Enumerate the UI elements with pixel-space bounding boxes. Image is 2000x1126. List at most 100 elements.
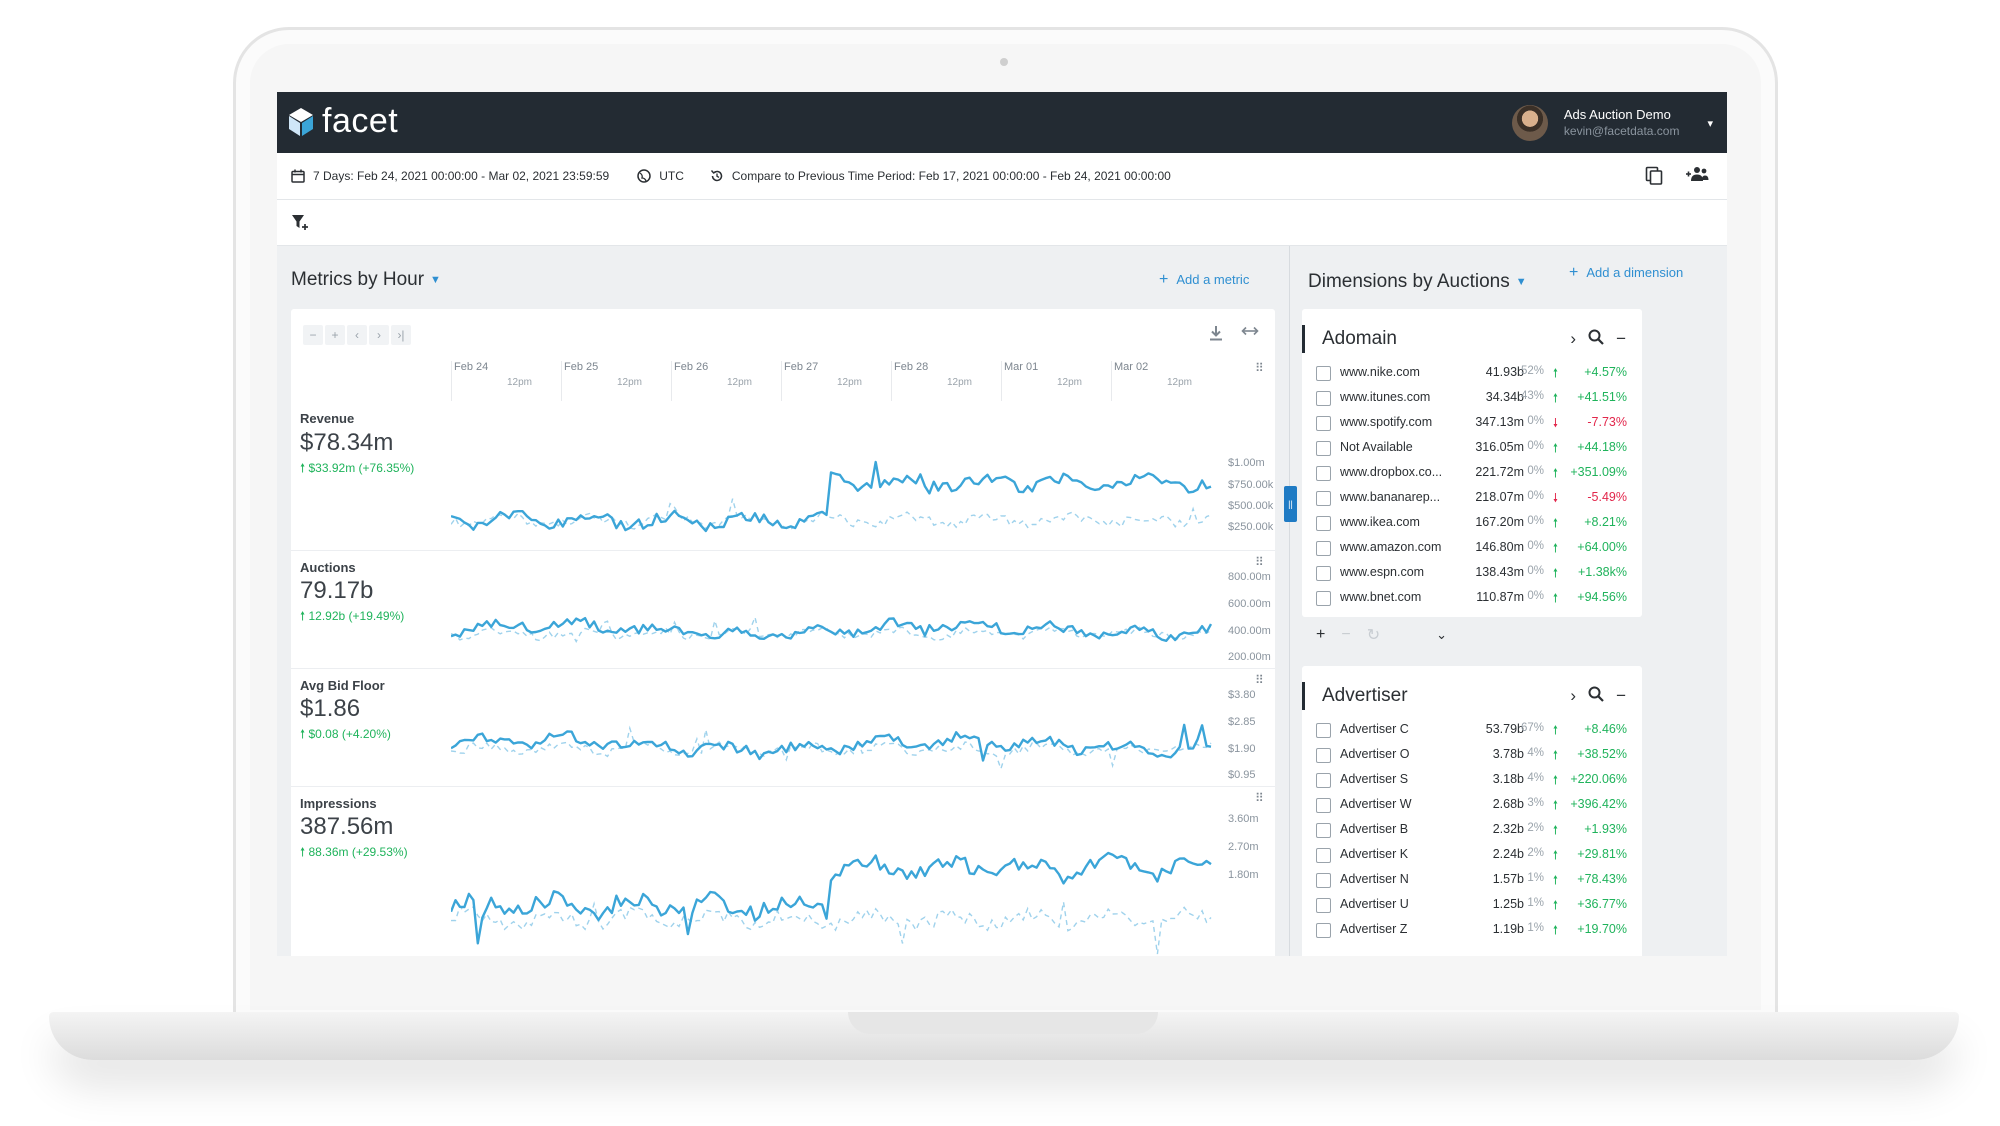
list-item[interactable]: Advertiser S 3.18b 4% 🠕 +220.06% bbox=[1316, 769, 1632, 794]
search-icon[interactable] bbox=[1588, 329, 1604, 345]
plus-icon[interactable]: + bbox=[1316, 626, 1326, 643]
chevron-right-icon[interactable]: › bbox=[1570, 329, 1577, 348]
list-item[interactable]: www.amazon.com 146.80m 0% 🠕 +64.00% bbox=[1316, 537, 1632, 562]
list-item[interactable]: Advertiser B 2.32b 2% 🠕 +1.93% bbox=[1316, 819, 1632, 844]
search-icon[interactable] bbox=[1588, 686, 1604, 702]
compare-picker[interactable]: Compare to Previous Time Period: Feb 17,… bbox=[710, 169, 1171, 183]
dimension-value: 138.43m bbox=[1475, 565, 1524, 579]
date-range-picker[interactable]: 7 Days: Feb 24, 2021 00:00:00 - Mar 02, … bbox=[291, 169, 609, 183]
checkbox[interactable] bbox=[1316, 748, 1331, 763]
panel-divider bbox=[1289, 246, 1290, 956]
checkbox[interactable] bbox=[1316, 848, 1331, 863]
checkbox[interactable] bbox=[1316, 516, 1331, 531]
add-users-icon[interactable] bbox=[1685, 166, 1709, 182]
checkbox[interactable] bbox=[1316, 416, 1331, 431]
caret-down-icon[interactable]: ▼ bbox=[430, 273, 441, 286]
checkbox[interactable] bbox=[1316, 923, 1331, 938]
list-item[interactable]: Not Available 316.05m 0% 🠕 +44.18% bbox=[1316, 437, 1632, 462]
checkbox[interactable] bbox=[1316, 873, 1331, 888]
noon-label: 12pm bbox=[837, 377, 863, 388]
dimension-delta: +1.93% bbox=[1584, 822, 1627, 836]
checkbox[interactable] bbox=[1316, 441, 1331, 456]
filter-add-icon[interactable] bbox=[291, 214, 309, 232]
dimension-title: Adomain bbox=[1322, 328, 1397, 349]
checkbox[interactable] bbox=[1316, 723, 1331, 738]
user-menu[interactable]: Ads Auction Demo kevin@facetdata.com ▾ bbox=[1511, 105, 1713, 141]
dimensions-panel-title[interactable]: Dimensions by Auctions ▼ bbox=[1308, 271, 1527, 293]
chevron-right-icon[interactable]: › bbox=[1570, 686, 1577, 705]
download-icon[interactable] bbox=[1209, 325, 1223, 341]
list-item[interactable]: www.ikea.com 167.20m 0% 🠕 +8.21% bbox=[1316, 512, 1632, 537]
list-item[interactable]: www.bananarep... 218.07m 0% 🠗 -5.49% bbox=[1316, 487, 1632, 512]
pan-right-button[interactable]: › bbox=[369, 325, 389, 345]
metric-row-auctions[interactable]: Auctions 79.17b 🠕 12.92b (+19.49%) 800.0… bbox=[291, 551, 1275, 669]
pan-end-button[interactable]: ›| bbox=[391, 325, 411, 345]
plus-icon: + bbox=[1159, 271, 1169, 288]
avg-bid-floor-sparkline[interactable] bbox=[451, 683, 1221, 783]
panel-resize-handle[interactable]: || bbox=[1284, 486, 1297, 522]
zoom-controls: − + ‹ › ›| bbox=[303, 325, 411, 345]
caret-down-icon[interactable]: ▾ bbox=[1707, 117, 1713, 130]
list-item[interactable]: Advertiser K 2.24b 2% 🠕 +29.81% bbox=[1316, 844, 1632, 869]
drag-grip-icon[interactable]: ⠿ bbox=[1255, 361, 1264, 375]
drag-grip-icon[interactable]: ⠿ bbox=[1255, 673, 1264, 687]
checkbox[interactable] bbox=[1316, 898, 1331, 913]
list-item[interactable]: www.itunes.com 34.34b 43% 🠕 +41.51% bbox=[1316, 387, 1632, 412]
list-item[interactable]: www.bnet.com 110.87m 0% 🠕 +94.56% bbox=[1316, 587, 1632, 612]
dimension-share: 0% bbox=[1527, 415, 1544, 427]
checkbox[interactable] bbox=[1316, 366, 1331, 381]
minus-icon[interactable]: − bbox=[1341, 626, 1351, 643]
list-item[interactable]: Advertiser W 2.68b 3% 🠕 +396.42% bbox=[1316, 794, 1632, 819]
arrow-up-icon: 🠕 bbox=[1552, 566, 1558, 580]
metric-row-impressions[interactable]: Impressions 387.56m 🠕 88.36m (+29.53%) 3… bbox=[291, 787, 1275, 956]
revenue-sparkline[interactable] bbox=[451, 431, 1221, 546]
checkbox[interactable] bbox=[1316, 541, 1331, 556]
caret-down-icon[interactable]: ▼ bbox=[1515, 275, 1527, 288]
list-item[interactable]: Advertiser C 53.79b 67% 🠕 +8.46% bbox=[1316, 719, 1632, 744]
drag-grip-icon[interactable]: ⠿ bbox=[1255, 791, 1264, 805]
timezone-picker[interactable]: UTC bbox=[637, 169, 684, 183]
copy-icon[interactable] bbox=[1645, 166, 1663, 185]
compare-text: Compare to Previous Time Period: Feb 17,… bbox=[731, 169, 1171, 183]
checkbox[interactable] bbox=[1316, 773, 1331, 788]
auctions-sparkline[interactable] bbox=[451, 571, 1221, 666]
y-tick-label: $250.00k bbox=[1228, 521, 1274, 533]
list-item[interactable]: Advertiser U 1.25b 1% 🠕 +36.77% bbox=[1316, 894, 1632, 919]
checkbox[interactable] bbox=[1316, 823, 1331, 838]
chevron-down-icon[interactable]: ⌄ bbox=[1436, 627, 1447, 642]
checkbox[interactable] bbox=[1316, 466, 1331, 481]
add-dimension-link[interactable]: + Add a dimension bbox=[1569, 264, 1683, 282]
collapse-icon[interactable]: − bbox=[1616, 329, 1626, 348]
impressions-sparkline[interactable] bbox=[451, 807, 1221, 956]
list-item[interactable]: Advertiser O 3.78b 4% 🠕 +38.52% bbox=[1316, 744, 1632, 769]
logo[interactable]: facet bbox=[288, 102, 398, 141]
metric-row-revenue[interactable]: Revenue $78.34m 🠕 $33.92m (+76.35%) $1.0… bbox=[291, 361, 1275, 551]
checkbox[interactable] bbox=[1316, 798, 1331, 813]
y-tick-label: 400.00m bbox=[1228, 625, 1271, 637]
zoom-out-button[interactable]: − bbox=[303, 325, 323, 345]
drag-grip-icon[interactable]: ⠿ bbox=[1255, 555, 1264, 569]
history-icon[interactable]: ↻ bbox=[1366, 627, 1381, 644]
noon-label: 12pm bbox=[1057, 377, 1083, 388]
checkbox[interactable] bbox=[1316, 491, 1331, 506]
list-item[interactable]: www.dropbox.co... 221.72m 0% 🠕 +351.09% bbox=[1316, 462, 1632, 487]
metrics-title-text: Metrics by Hour bbox=[291, 269, 425, 290]
pan-left-button[interactable]: ‹ bbox=[347, 325, 367, 345]
dimension-share: 67% bbox=[1520, 722, 1544, 734]
dimension-delta: +94.56% bbox=[1577, 590, 1627, 604]
dimension-delta: +19.70% bbox=[1577, 922, 1627, 936]
list-item[interactable]: Advertiser N 1.57b 1% 🠕 +78.43% bbox=[1316, 869, 1632, 894]
expand-horizontal-icon[interactable] bbox=[1241, 325, 1259, 337]
collapse-icon[interactable]: − bbox=[1616, 686, 1626, 705]
zoom-in-button[interactable]: + bbox=[325, 325, 345, 345]
add-metric-link[interactable]: + Add a metric bbox=[1159, 271, 1249, 289]
metric-row-avg-bid-floor[interactable]: Avg Bid Floor $1.86 🠕 $0.08 (+4.20%) $3.… bbox=[291, 669, 1275, 787]
checkbox[interactable] bbox=[1316, 566, 1331, 581]
checkbox[interactable] bbox=[1316, 591, 1331, 606]
list-item[interactable]: Advertiser Z 1.19b 1% 🠕 +19.70% bbox=[1316, 919, 1632, 944]
checkbox[interactable] bbox=[1316, 391, 1331, 406]
list-item[interactable]: www.nike.com 41.93b 52% 🠕 +4.57% bbox=[1316, 362, 1632, 387]
list-item[interactable]: www.espn.com 138.43m 0% 🠕 +1.38k% bbox=[1316, 562, 1632, 587]
list-item[interactable]: www.spotify.com 347.13m 0% 🠗 -7.73% bbox=[1316, 412, 1632, 437]
metrics-panel-title[interactable]: Metrics by Hour ▼ bbox=[291, 269, 441, 291]
